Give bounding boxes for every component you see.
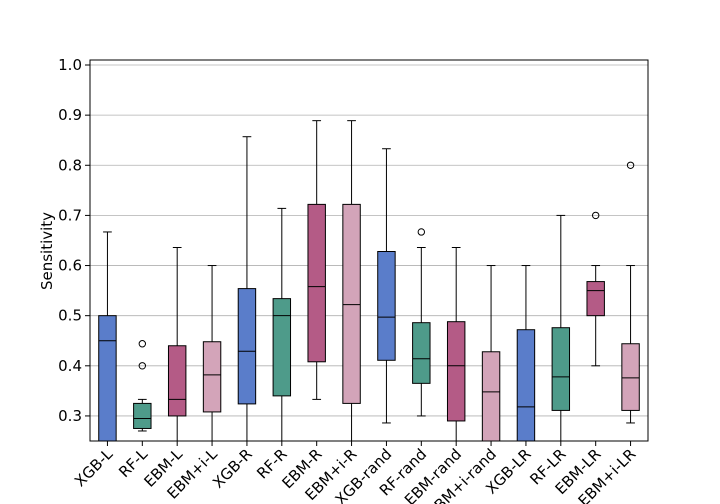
box-EBM-R (307, 120, 326, 400)
box-iqr (133, 402, 152, 429)
y-tick-label: 0.5 (58, 307, 82, 325)
box-XGB-rand (377, 148, 396, 424)
y-tick-label: 0.6 (58, 257, 82, 275)
box-EBM-L (167, 246, 187, 441)
y-tick-label: 0.3 (58, 407, 82, 425)
outlier-point (626, 161, 635, 169)
outlier-point (138, 362, 147, 370)
box-iqr (167, 345, 187, 417)
box-iqr (551, 327, 571, 411)
box-RF-R (272, 207, 292, 441)
box-iqr (98, 315, 117, 441)
box-EBM+i-rand (481, 265, 501, 441)
box-iqr (202, 341, 222, 413)
box-iqr (412, 322, 431, 384)
x-axis: XGB-LRF-LEBM-LEBM+i-LXGB-RRF-REBM-REBM+i… (71, 441, 639, 504)
box-XGB-LR (516, 265, 536, 441)
box-RF-LR (551, 214, 571, 441)
y-tick-label: 0.8 (58, 156, 82, 174)
outlier-point (417, 228, 426, 236)
box-iqr (342, 203, 361, 404)
plot-frame (89, 59, 649, 442)
y-axis: 0.3 0.4 0.5 0.6 0.7 0.8 0.9 1.0 (58, 56, 90, 425)
box-iqr (516, 329, 536, 441)
box-XGB-R (237, 136, 257, 441)
box-iqr (272, 298, 292, 397)
box-RF-rand (412, 228, 431, 417)
box-EBM+i-LR (621, 161, 640, 424)
box-iqr (307, 203, 326, 363)
box-RF-L (133, 340, 152, 432)
boxes (98, 120, 640, 441)
box-EBM-LR (586, 211, 605, 367)
x-tick-label: XGB-L (71, 445, 117, 491)
box-iqr (586, 281, 605, 317)
outlier-point (591, 211, 600, 220)
box-EBM+i-L (202, 265, 222, 441)
box-iqr (237, 288, 257, 405)
box-iqr (377, 251, 396, 361)
box-iqr (481, 351, 501, 441)
y-tick-label: 1.0 (58, 56, 82, 74)
x-tick-label: XGB-R (209, 445, 256, 492)
y-tick-label: 0.7 (58, 206, 82, 224)
box-iqr (446, 321, 466, 422)
box-iqr (621, 343, 640, 411)
box-XGB-L (98, 231, 117, 441)
y-tick-label: 0.9 (58, 106, 82, 124)
y-tick-label: 0.4 (58, 357, 82, 375)
box-EBM+i-R (342, 120, 361, 441)
outlier-point (138, 340, 147, 348)
y-axis-label: Sensitivity (38, 212, 56, 290)
box-EBM-rand (446, 246, 466, 441)
